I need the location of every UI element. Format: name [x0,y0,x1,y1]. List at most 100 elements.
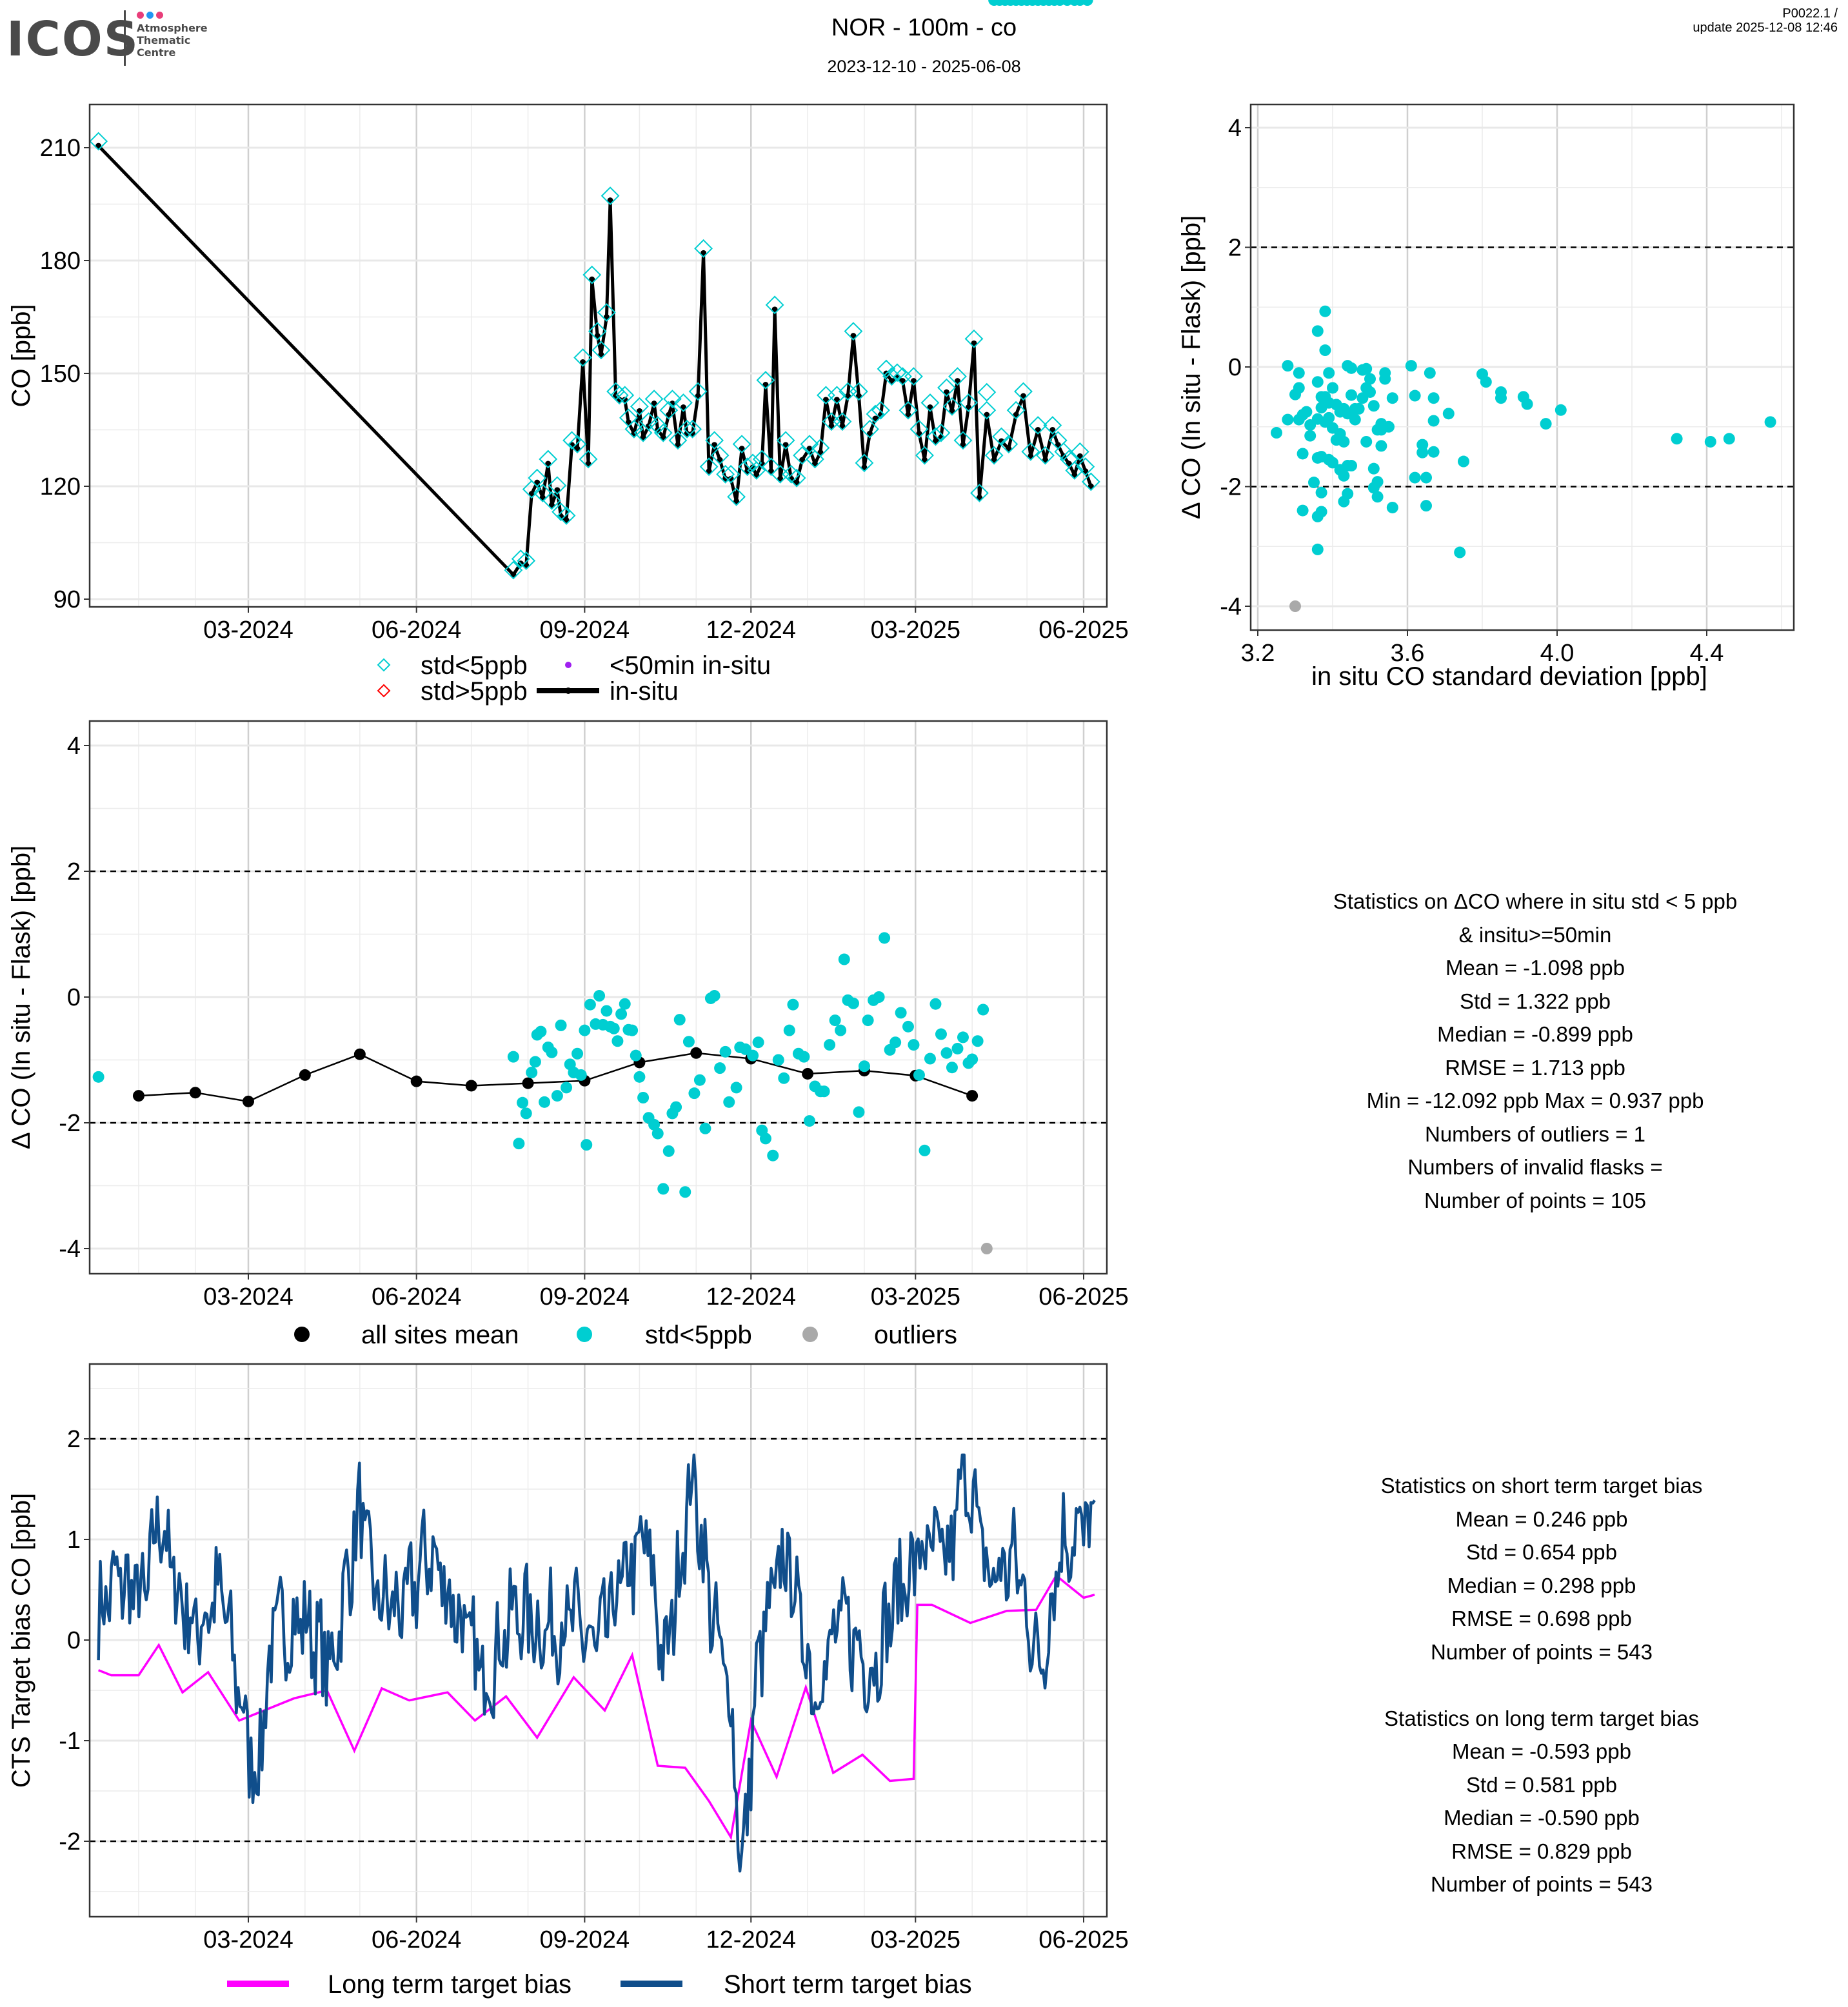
stats-line: RMSE = 1.713 ppb [1445,1055,1625,1080]
insitu-point [1088,483,1094,489]
scatter-point-std-lt5 [1360,435,1373,448]
flask-std-lt5-marker [977,400,997,420]
scatter-point-std-lt5 [1480,376,1492,388]
logo-dot-2 [146,12,154,19]
flask-std-lt5-marker [942,397,962,416]
bias-plot-y-tick-label: -1 [59,1728,81,1755]
delta-point-std-lt5 [929,998,942,1010]
delta-point-std-lt5 [818,1085,830,1098]
delta-point-std-lt5 [688,1087,700,1100]
delta-point-std-lt5 [862,1014,874,1027]
flask-std-lt5-marker [977,382,997,402]
insitu-point [622,397,628,403]
scatter-plot-x-tick-label: 3.6 [1391,640,1425,667]
logo-dot-1 [137,12,144,19]
flask-std-lt5-marker [504,560,523,580]
flask-std-lt5-marker [844,322,863,341]
delta-point-std-lt5 [730,1082,742,1094]
scatter-point-std-lt5 [1367,400,1380,412]
flask-std-lt5-marker [732,435,751,454]
delta-point-std-lt5 [951,1042,964,1054]
flask-std-lt5-marker [677,419,697,439]
insitu-point [680,404,686,410]
delta-point-std-lt5 [526,1067,538,1078]
scatter-point-std-lt5 [1315,506,1327,518]
scatter-plot-y-tick-label: -4 [1220,593,1242,620]
scatter-plot-border [1249,103,1795,631]
delta-point-std-lt5 [824,1039,836,1051]
insitu-point [1066,460,1072,467]
flask-std-lt5-marker [716,464,735,484]
flask-std-lt5-marker [1006,400,1026,420]
flask-std-lt5-marker [926,427,945,446]
flask-std-lt5-marker [694,239,713,258]
scatter-point-std-lt5 [1364,386,1376,398]
scatter-point-std-lt5 [1371,476,1384,488]
flask-std-lt5-marker [811,439,830,457]
flask-std-lt5-marker [551,502,570,522]
flask-std-lt5-marker [855,453,874,473]
target-bias-statistics: Statistics on short term target bias Mean… [1316,1469,1767,1901]
flask-std-lt5-marker [866,404,885,424]
flask-std-lt5-marker [597,303,616,322]
insitu-point [943,389,949,395]
all-sites-mean-point [243,1095,254,1107]
scatter-point-std-lt5 [1442,408,1455,420]
co-plot-y-tick-label: 120 [40,473,81,500]
stats-line: Median = -0.590 ppb [1444,1806,1640,1830]
insitu-point [771,306,778,313]
bias-plot-y-axis-label: CTS Target bias CO [ppb] [7,1493,35,1788]
stats-line: RMSE = 0.698 ppb [1451,1607,1632,1630]
scatter-point-std-lt5 [1338,470,1350,482]
scatter-point-std-lt5 [1319,305,1331,317]
scatter-point-std-lt5 [1323,411,1335,424]
co-plot-x-tick-label: 03-2025 [871,617,960,644]
delta-point-std-lt5 [679,1186,691,1198]
stats-line: Mean = -1.098 ppb [1446,956,1625,980]
delta-point-std-lt5 [579,1024,591,1036]
insitu-point [822,397,829,403]
stats-heading: Statistics on long term target bias [1384,1706,1699,1730]
co-plot-border [88,103,1108,608]
delta-point-std-lt5 [673,1014,686,1026]
insitu-point [916,430,922,437]
logo-subtitle-line: Centre [137,46,176,59]
scatter-plot-x-tick-label: 4.0 [1540,640,1575,667]
flask-std-lt5-marker [860,419,879,439]
bias-plot-y-tick-label: 1 [67,1527,81,1554]
legend-std-lt5-label: std<5ppb [421,651,528,680]
scatter-point-std-lt5 [1427,392,1440,404]
flask-std-lt5-marker [683,419,702,439]
flask-std-lt5-marker [828,386,846,405]
delta-plot-y-axis-label: Δ CO (In situ - Flask) [ppb] [7,845,35,1149]
scatter-point-std-lt5 [1319,344,1331,357]
scatter-point-std-lt5 [1346,460,1357,472]
insitu-point [603,314,610,320]
insitu-point [949,408,955,414]
flask-std-lt5-marker [579,450,598,469]
insitu-point [717,457,723,463]
delta-point-std-lt5 [913,1069,925,1081]
delta-plot-x-tick-label: 06-2025 [1038,1283,1128,1310]
scatter-point-std-lt5 [1723,433,1735,445]
all-sites-mean-point [132,1090,144,1102]
co-plot-y-tick-label: 150 [40,361,81,388]
delta-point-std-lt5 [803,1115,815,1127]
insitu-point [861,464,868,471]
delta-point-std-lt5 [611,1035,624,1047]
all-sites-mean-point [802,1067,814,1080]
flask-std-lt5-marker [1036,446,1055,465]
flask-std-lt5-marker [601,186,620,206]
insitu-point [739,446,745,452]
delta-point-std-lt5 [835,1024,847,1036]
insitu-point [828,423,835,430]
insitu-point [1082,468,1089,475]
flask-std-lt5-marker [800,435,819,454]
insitu-point [528,491,535,497]
co-plot-x-tick-label: 06-2025 [1038,617,1128,644]
insitu-point [733,498,740,504]
legend-std-lt5-dot-icon [577,1327,592,1342]
insitu-point [921,457,928,463]
delta-plot-y-tick-label: 0 [67,984,81,1011]
delta-point-outlier [980,1243,993,1254]
